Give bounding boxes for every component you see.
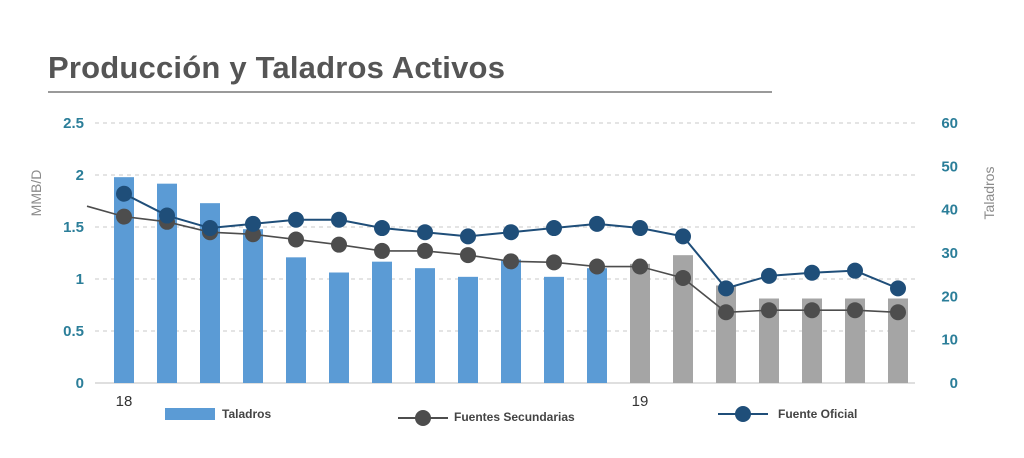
bar-taladros xyxy=(243,229,263,383)
bar-taladros xyxy=(200,203,220,383)
y-right-tick-label: 60 xyxy=(941,115,958,132)
y-axis-left-title: MMB/D xyxy=(28,170,44,217)
legend-marker-oficial xyxy=(735,406,751,422)
y-left-tick-label: 2 xyxy=(76,167,84,184)
title-divider xyxy=(48,91,772,93)
x-tick-label: 19 xyxy=(632,393,649,410)
bar-taladros xyxy=(802,298,822,383)
series-point xyxy=(374,220,390,237)
legend-label-secundarias: Fuentes Secundarias xyxy=(454,410,575,424)
series-point xyxy=(245,215,261,232)
series-point xyxy=(288,211,304,228)
y-left-tick-label: 2.5 xyxy=(63,115,84,132)
legend: Taladros Fuentes Secundarias Fuente Ofic… xyxy=(165,406,857,426)
series-point xyxy=(503,253,519,270)
series-point xyxy=(589,215,605,232)
series-point xyxy=(460,247,476,264)
legend-marker-secundarias xyxy=(415,410,431,426)
bar-taladros xyxy=(415,268,435,383)
y-axis-right-title: Taladros xyxy=(981,167,997,220)
series-point xyxy=(288,231,304,248)
bar-taladros xyxy=(114,177,134,383)
series-point xyxy=(675,228,691,245)
series-point xyxy=(847,302,863,319)
series-point xyxy=(718,280,734,297)
bar-taladros xyxy=(845,298,865,383)
bar-taladros xyxy=(587,268,607,383)
bar-taladros xyxy=(759,298,779,383)
bar-taladros xyxy=(501,259,521,383)
series-point xyxy=(675,269,691,286)
y-right-tick-label: 10 xyxy=(941,332,958,349)
series-point xyxy=(331,236,347,253)
series-point xyxy=(546,220,562,237)
bar-taladros xyxy=(673,255,693,383)
chart-title: Producción y Taladros Activos xyxy=(48,50,506,85)
series-point xyxy=(116,208,132,225)
series-point xyxy=(202,220,218,237)
y-left-tick-label: 1.5 xyxy=(63,219,84,236)
legend-label-oficial: Fuente Oficial xyxy=(778,407,857,421)
series-point xyxy=(632,220,648,237)
y-right-tick-label: 0 xyxy=(950,375,958,392)
bar-taladros xyxy=(157,183,177,383)
series-point xyxy=(503,224,519,241)
series-point xyxy=(718,304,734,321)
series-point xyxy=(632,258,648,275)
series-point xyxy=(116,185,132,202)
series-point xyxy=(417,242,433,259)
series-point xyxy=(890,304,906,321)
bar-taladros xyxy=(372,261,392,383)
axis-ticks: 0 0.5 1 1.5 2 2.5 0 10 20 30 40 50 60 18 19 xyxy=(63,115,958,410)
series-point xyxy=(890,280,906,297)
legend-swatch-taladros xyxy=(165,408,215,420)
y-right-tick-label: 30 xyxy=(941,245,958,262)
bar-series-taladros xyxy=(114,177,908,383)
y-left-tick-label: 1 xyxy=(76,271,84,288)
series-point xyxy=(761,302,777,319)
series-point xyxy=(804,264,820,281)
bar-taladros xyxy=(544,276,564,383)
bar-taladros xyxy=(458,276,478,383)
series-point xyxy=(159,207,175,224)
y-left-tick-label: 0.5 xyxy=(63,323,84,340)
series-point xyxy=(761,267,777,284)
series-point xyxy=(331,211,347,228)
series-point xyxy=(589,258,605,275)
x-tick-label: 18 xyxy=(116,393,133,410)
y-right-tick-label: 40 xyxy=(941,202,958,219)
series-point xyxy=(847,262,863,279)
series-point xyxy=(417,224,433,241)
series-point xyxy=(374,242,390,259)
bar-taladros xyxy=(888,298,908,383)
bar-taladros xyxy=(329,272,349,383)
series-point xyxy=(804,302,820,319)
y-right-tick-label: 20 xyxy=(941,288,958,305)
y-right-tick-label: 50 xyxy=(941,158,958,175)
bar-taladros xyxy=(286,257,306,383)
y-left-tick-label: 0 xyxy=(76,375,84,392)
legend-label-taladros: Taladros xyxy=(222,407,271,421)
series-point xyxy=(460,228,476,245)
bar-taladros xyxy=(716,285,736,383)
bar-taladros xyxy=(630,263,650,383)
series-point xyxy=(546,254,562,271)
line-series xyxy=(86,185,906,321)
